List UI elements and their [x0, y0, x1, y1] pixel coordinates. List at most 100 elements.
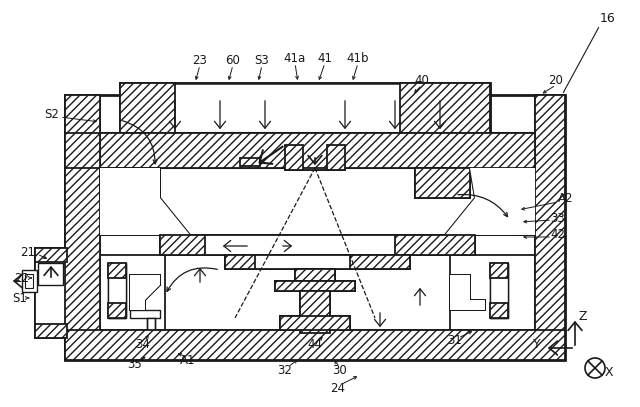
Bar: [535, 95, 565, 360]
Bar: [285, 145, 303, 170]
Text: 31: 31: [447, 333, 463, 346]
Text: 41: 41: [317, 52, 333, 64]
Bar: [147, 318, 155, 360]
Polygon shape: [130, 275, 160, 310]
Bar: [285, 145, 345, 170]
Polygon shape: [130, 275, 160, 310]
Bar: [22, 270, 37, 292]
Bar: [160, 235, 205, 255]
Text: S2: S2: [45, 109, 60, 122]
Text: 30: 30: [333, 363, 348, 376]
Bar: [280, 316, 350, 330]
Bar: [35, 248, 67, 338]
Bar: [65, 95, 565, 360]
Bar: [240, 158, 260, 166]
Polygon shape: [100, 168, 190, 235]
Text: 40: 40: [415, 74, 429, 87]
Bar: [295, 269, 335, 281]
Bar: [285, 145, 345, 170]
Polygon shape: [445, 168, 535, 235]
Bar: [280, 316, 350, 330]
Text: 20: 20: [548, 74, 563, 87]
Bar: [35, 248, 67, 338]
Bar: [395, 235, 475, 255]
Polygon shape: [450, 275, 485, 310]
Bar: [100, 133, 535, 168]
Bar: [65, 133, 100, 168]
Bar: [280, 316, 350, 330]
Text: A2: A2: [558, 192, 573, 204]
Bar: [120, 83, 175, 133]
Bar: [490, 263, 508, 318]
Bar: [400, 83, 490, 133]
Bar: [35, 324, 67, 338]
Text: 41b: 41b: [347, 52, 369, 64]
Text: S1: S1: [13, 291, 28, 304]
Bar: [308, 330, 323, 358]
Text: 42: 42: [550, 228, 566, 241]
Bar: [300, 291, 330, 333]
Bar: [275, 281, 355, 291]
Bar: [38, 263, 63, 285]
Bar: [450, 255, 535, 330]
Text: 22: 22: [15, 271, 29, 284]
Text: X: X: [605, 365, 613, 379]
Bar: [300, 291, 330, 333]
Bar: [130, 310, 160, 318]
Text: 33: 33: [550, 212, 565, 225]
Bar: [415, 168, 470, 198]
Bar: [240, 158, 260, 166]
Bar: [35, 248, 67, 262]
Bar: [295, 269, 335, 281]
Bar: [100, 133, 535, 168]
Bar: [108, 303, 126, 318]
Bar: [65, 133, 100, 168]
Bar: [65, 95, 100, 360]
Text: 60: 60: [225, 53, 241, 66]
Bar: [415, 168, 470, 198]
Bar: [535, 95, 565, 360]
Text: 34: 34: [136, 339, 150, 352]
Text: 21: 21: [20, 245, 35, 258]
Bar: [108, 263, 126, 318]
Polygon shape: [445, 168, 535, 235]
Text: 23: 23: [193, 53, 207, 66]
Bar: [65, 330, 565, 360]
Text: 24: 24: [330, 381, 346, 394]
Bar: [120, 83, 490, 133]
Bar: [350, 255, 410, 269]
Bar: [100, 168, 160, 198]
Text: A1: A1: [180, 354, 196, 366]
Text: S3: S3: [255, 53, 269, 66]
Text: 16: 16: [600, 11, 616, 24]
Text: 44: 44: [307, 337, 323, 350]
Bar: [65, 330, 565, 360]
Bar: [490, 263, 508, 318]
Bar: [160, 235, 475, 255]
Text: 32: 32: [278, 363, 292, 376]
Polygon shape: [100, 168, 190, 235]
Bar: [295, 269, 335, 281]
Bar: [327, 145, 345, 170]
Bar: [225, 255, 410, 269]
Text: Z: Z: [579, 309, 588, 322]
Bar: [490, 263, 508, 278]
Bar: [275, 281, 355, 291]
Bar: [108, 263, 126, 318]
Bar: [120, 83, 490, 133]
Bar: [65, 95, 100, 360]
Bar: [108, 263, 126, 278]
Bar: [275, 281, 355, 291]
Polygon shape: [450, 275, 485, 310]
Polygon shape: [505, 168, 535, 235]
Bar: [160, 235, 475, 255]
Bar: [300, 291, 330, 333]
Bar: [240, 158, 260, 166]
Bar: [490, 303, 508, 318]
Bar: [225, 255, 410, 269]
Bar: [100, 168, 160, 198]
Bar: [25, 274, 33, 288]
Text: 41a: 41a: [284, 52, 306, 64]
Text: 35: 35: [127, 359, 142, 372]
Bar: [225, 255, 255, 269]
